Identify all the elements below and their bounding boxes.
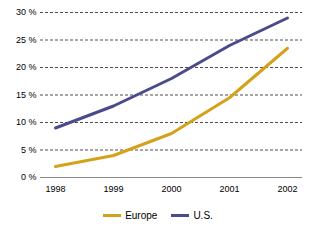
svg-text:2000: 2000 (161, 184, 181, 194)
svg-text:1999: 1999 (103, 184, 123, 194)
svg-text:20 %: 20 % (16, 62, 37, 72)
svg-text:0 %: 0 % (21, 172, 37, 182)
svg-text:2002: 2002 (277, 184, 297, 194)
svg-text:5 %: 5 % (21, 145, 37, 155)
html-text:Europe: Europe (125, 209, 158, 221)
svg-text:25 %: 25 % (16, 35, 37, 45)
svg-text:15 %: 15 % (16, 90, 37, 100)
svg-text:30 %: 30 % (16, 7, 37, 17)
svg-text:10 %: 10 % (16, 117, 37, 127)
svg-text:1998: 1998 (45, 184, 65, 194)
svg-text:2001: 2001 (219, 184, 239, 194)
html-text:U.S.: U.S. (193, 209, 213, 221)
